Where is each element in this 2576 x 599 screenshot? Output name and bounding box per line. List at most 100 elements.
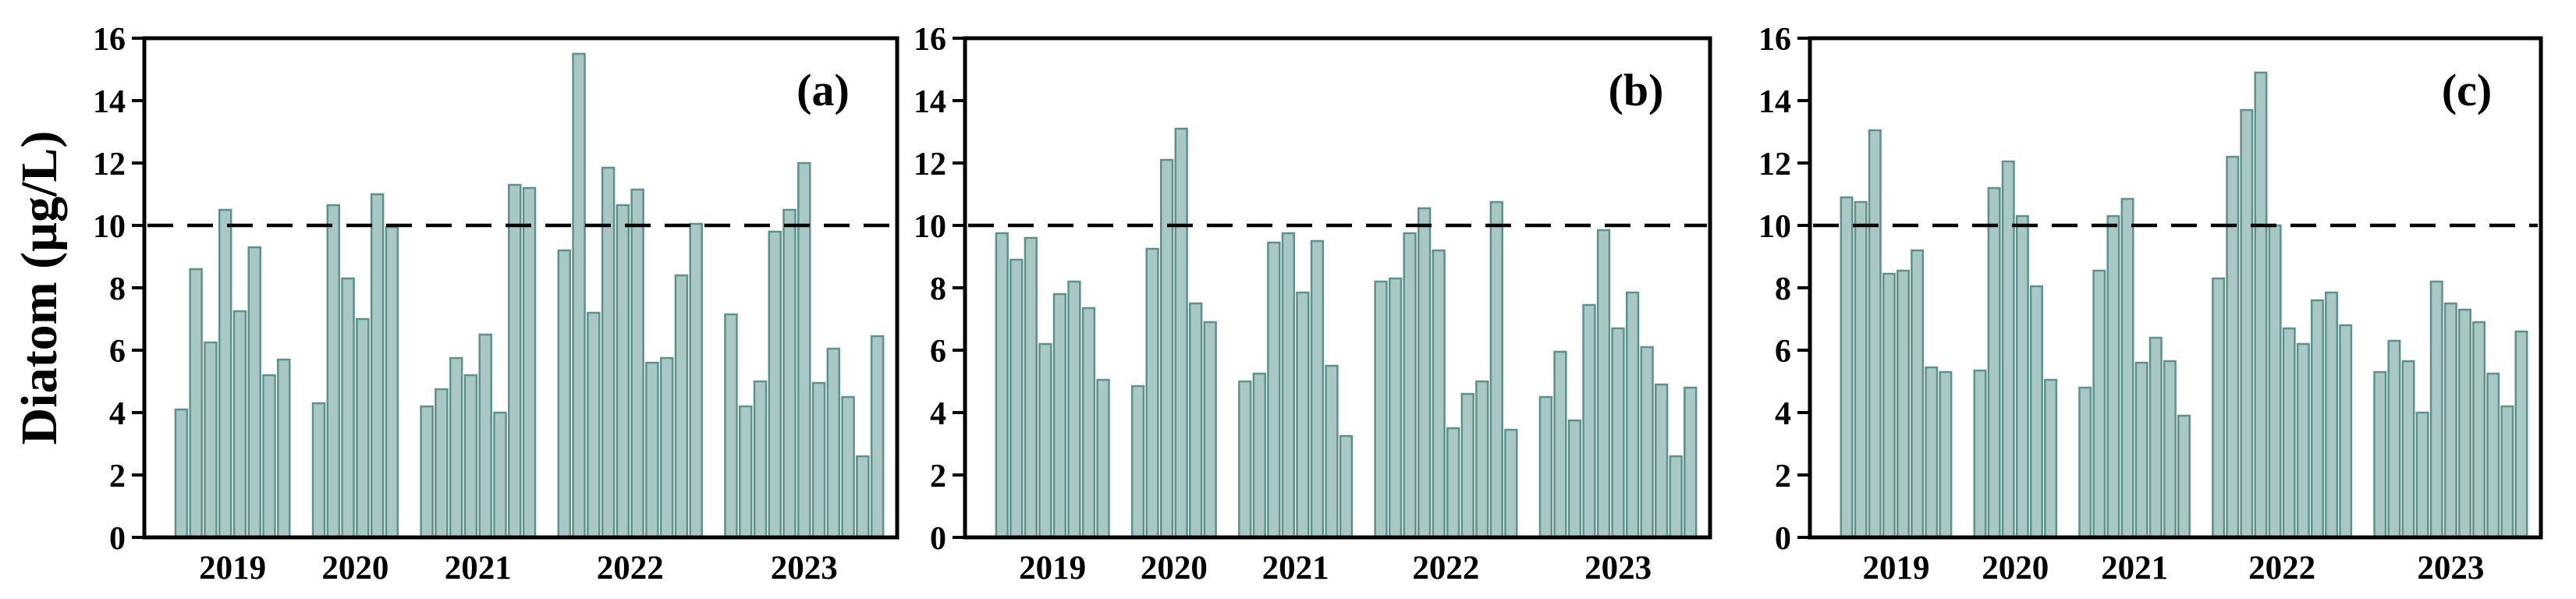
- panel-letter: (c): [2442, 65, 2492, 115]
- bar-2023-7: [1625, 291, 1640, 539]
- bar-2020-4: [356, 317, 370, 539]
- bar-2023-2: [2387, 339, 2401, 539]
- x-year-label: 2021: [1262, 550, 1329, 587]
- bar-2021-7: [2163, 360, 2177, 539]
- x-year-label: 2023: [1584, 550, 1652, 587]
- x-year-label: 2023: [771, 550, 838, 587]
- bar-2023-6: [1611, 327, 1625, 539]
- bar-2019-6: [1911, 249, 1925, 539]
- bar-2022-9: [674, 274, 689, 539]
- bar-2021-4: [2120, 197, 2134, 539]
- bar-2022-5: [2268, 224, 2282, 539]
- bar-2019-1: [995, 232, 1009, 539]
- bar-2022-4: [1417, 207, 1432, 539]
- bar-2023-1: [2373, 370, 2387, 539]
- bar-2023-9: [841, 395, 855, 539]
- y-tick-label: 10: [1758, 209, 1791, 245]
- bar-2019-7: [1925, 366, 1939, 539]
- bar-2022-4: [601, 166, 616, 539]
- bar-2021-6: [1310, 239, 1325, 539]
- bar-2022-4: [2254, 71, 2268, 539]
- y-tick-label: 8: [1775, 271, 1791, 307]
- bar-2022-7: [645, 361, 659, 539]
- bar-2022-8: [1475, 380, 1489, 539]
- bar-2021-3: [1267, 241, 1281, 539]
- bar-2022-1: [557, 249, 572, 539]
- bar-2020-5: [2029, 285, 2043, 539]
- bar-2020-3: [2001, 160, 2015, 539]
- bar-2021-6: [493, 411, 507, 539]
- x-year-label: 2021: [2101, 550, 2168, 587]
- bar-2023-3: [753, 380, 768, 539]
- y-tick-label: 6: [1775, 334, 1791, 370]
- panel-letter: (a): [797, 65, 850, 115]
- y-tick-label: 2: [930, 459, 946, 494]
- bar-2020-4: [2015, 214, 2029, 539]
- bar-2019-4: [1882, 272, 1896, 539]
- bar-2023-8: [2472, 321, 2486, 539]
- bar-2022-9: [2325, 291, 2339, 539]
- y-tick-label: 4: [930, 396, 946, 432]
- bar-2022-6: [1446, 427, 1460, 539]
- bar-2019-6: [247, 246, 261, 539]
- bar-2021-8: [1339, 434, 1354, 539]
- x-year-label: 2023: [2417, 550, 2484, 587]
- x-year-label: 2019: [199, 550, 266, 587]
- bar-2019-3: [1024, 236, 1038, 539]
- bar-2022-9: [1489, 200, 1503, 539]
- bar-2023-8: [1640, 346, 1654, 539]
- bar-2022-5: [616, 204, 630, 539]
- bar-2020-2: [1987, 186, 2001, 539]
- bar-2022-8: [659, 356, 674, 539]
- bar-2019-7: [1081, 307, 1096, 539]
- bar-2022-2: [2226, 155, 2240, 539]
- x-year-label: 2022: [1412, 550, 1479, 587]
- bar-2019-8: [1096, 378, 1110, 539]
- bar-2023-1: [1538, 395, 1553, 539]
- bar-2019-1: [1840, 196, 1854, 539]
- bar-2021-6: [2148, 336, 2163, 539]
- bar-2022-10: [1504, 428, 1518, 539]
- bar-2020-5: [370, 193, 385, 539]
- bar-2020-1: [1130, 385, 1145, 539]
- bar-2020-1: [1973, 369, 1987, 539]
- bar-2019-4: [1038, 342, 1052, 539]
- bar-2023-11: [2514, 330, 2528, 539]
- bar-2022-3: [2240, 108, 2254, 539]
- bar-2019-2: [1854, 200, 1868, 539]
- bar-2021-1: [1238, 380, 1252, 539]
- bar-2022-1: [2212, 277, 2226, 539]
- y-tick-label: 16: [1758, 22, 1791, 58]
- y-tick-label: 10: [93, 209, 126, 245]
- bar-2022-7: [2296, 342, 2310, 539]
- y-tick-label: 0: [109, 521, 126, 557]
- bar-2020-6: [1203, 321, 1217, 539]
- bar-2023-3: [2401, 360, 2415, 539]
- y-tick-label: 14: [1758, 84, 1791, 120]
- bar-2022-10: [2339, 324, 2353, 539]
- y-tick-label: 4: [1775, 396, 1791, 432]
- bar-2019-2: [1009, 258, 1024, 539]
- bar-2020-5: [1189, 302, 1203, 539]
- bar-2023-8: [826, 347, 841, 539]
- bar-2023-7: [2457, 308, 2471, 539]
- bar-2020-2: [1145, 247, 1159, 539]
- bar-2023-6: [797, 161, 811, 539]
- y-tick-label: 14: [93, 84, 126, 120]
- bar-2023-11: [1684, 386, 1698, 539]
- bar-2021-4: [1281, 232, 1296, 539]
- bar-2022-5: [1432, 249, 1446, 539]
- bar-2023-11: [870, 335, 885, 539]
- bar-2023-2: [738, 405, 753, 539]
- x-year-label: 2022: [2248, 550, 2315, 587]
- bar-2023-9: [1655, 383, 1669, 539]
- bar-2023-2: [1553, 350, 1567, 539]
- bar-2023-10: [1669, 455, 1683, 539]
- bar-2021-8: [522, 186, 537, 539]
- bar-2020-3: [341, 277, 355, 539]
- bar-2022-7: [1460, 392, 1474, 539]
- y-tick-label: 6: [109, 334, 126, 370]
- bar-2021-1: [2078, 386, 2092, 539]
- bar-2019-5: [1897, 269, 1911, 539]
